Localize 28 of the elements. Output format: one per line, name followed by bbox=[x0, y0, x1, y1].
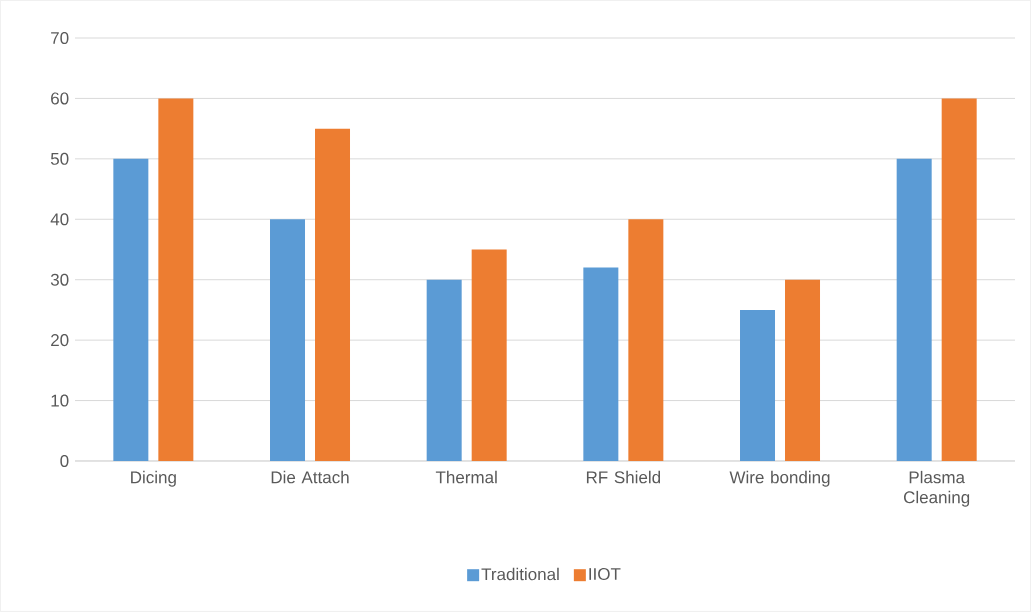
x-tick-label: Thermal bbox=[435, 470, 497, 484]
y-tick-label: 40 bbox=[50, 213, 69, 226]
bar bbox=[158, 98, 194, 461]
bar bbox=[785, 279, 821, 461]
bar bbox=[315, 128, 351, 461]
y-tick-label: 70 bbox=[51, 31, 69, 45]
bar bbox=[740, 309, 776, 461]
y-tick-label: 0 bbox=[60, 454, 69, 468]
bar bbox=[426, 279, 462, 461]
bar bbox=[628, 219, 664, 461]
x-tick-label: Wire bonding bbox=[729, 470, 830, 487]
x-tick-label: Plasma Cleaning bbox=[903, 470, 970, 507]
x-tick-label: RF Shield bbox=[586, 470, 661, 484]
y-tick-label: 20 bbox=[51, 334, 69, 347]
x-tick-label: Die Attach bbox=[271, 470, 349, 484]
y-tick-label: 30 bbox=[50, 273, 69, 286]
bar bbox=[270, 219, 306, 461]
y-tick-label: 10 bbox=[51, 394, 69, 407]
legend-label: Traditional bbox=[481, 567, 559, 581]
bar bbox=[896, 158, 932, 461]
x-tick-label: Dicing bbox=[131, 470, 176, 487]
bar bbox=[113, 158, 149, 461]
bar bbox=[471, 249, 507, 461]
y-tick-label: 50 bbox=[50, 152, 69, 165]
y-tick-label: 60 bbox=[51, 92, 69, 105]
bar bbox=[583, 267, 619, 461]
legend-label: IIOT bbox=[589, 567, 621, 581]
bar bbox=[941, 98, 977, 461]
